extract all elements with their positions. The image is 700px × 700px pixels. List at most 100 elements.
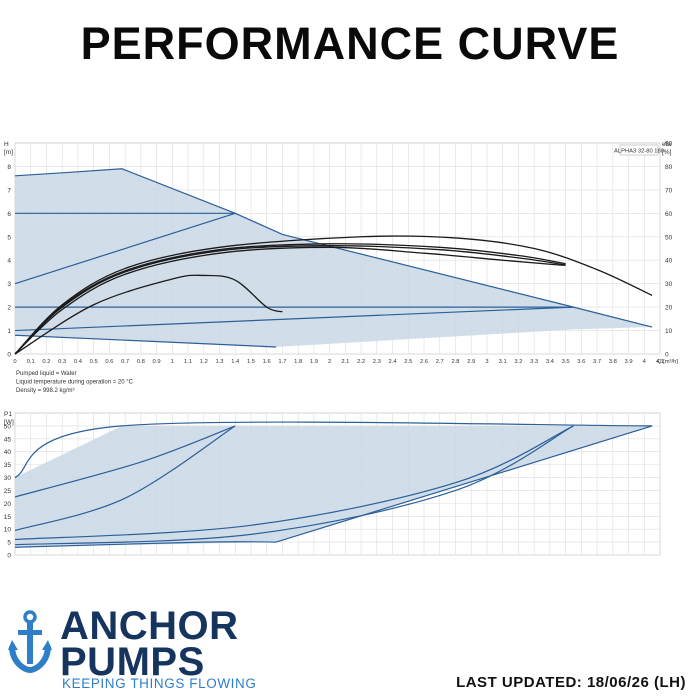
head-x-tick-label: 1.3 xyxy=(215,359,223,365)
head-pump-curve xyxy=(14,306,574,332)
brand-logo: ANCHOR PUMPS KEEPING THINGS FLOWING xyxy=(8,604,256,692)
head-x-tick-label: 0.5 xyxy=(90,359,98,365)
head-x-tick-label: 2.3 xyxy=(373,359,381,365)
head-x-tick-label: 2.7 xyxy=(436,359,444,365)
head-efficiency-curve xyxy=(14,274,283,355)
head-x-tick-label: 2.9 xyxy=(467,359,475,365)
head-x-tick-label: 3 xyxy=(485,359,488,365)
head-y-tick-label: 4 xyxy=(7,258,11,265)
head-x-tick-label: 4.1 xyxy=(656,359,664,365)
head-x-tick-label: 2.1 xyxy=(341,359,349,365)
power-pump-curve xyxy=(14,425,574,541)
head-x-tick-label: 1.2 xyxy=(200,359,208,365)
head-x-tick-label: 2.6 xyxy=(420,359,428,365)
power-y-tick-label: 15 xyxy=(4,514,12,521)
head-x-tick-label: 0.7 xyxy=(121,359,129,365)
head-x-tick-label: 3.2 xyxy=(514,359,522,365)
eta-y-tick-label: 80 xyxy=(665,164,673,171)
head-x-tick-label: 3.7 xyxy=(593,359,601,365)
power-y-tick-label: 20 xyxy=(4,501,12,508)
head-x-tick-label: 1.7 xyxy=(278,359,286,365)
power-pump-curve xyxy=(14,421,653,479)
head-x-tick-label: 1.1 xyxy=(184,359,192,365)
head-y-tick-label: 1 xyxy=(7,328,11,335)
eta-y-tick-label: 10 xyxy=(665,328,673,335)
head-x-tick-label: 0.6 xyxy=(105,359,113,365)
head-x-tick-label: 1.5 xyxy=(247,359,255,365)
head-x-tick-label: 2 xyxy=(328,359,331,365)
liquid-note: Density = 998.2 kg/m³ xyxy=(16,388,75,394)
head-x-tick-label: 0.2 xyxy=(42,359,50,365)
eta-y-tick-label: 90 xyxy=(665,141,673,148)
eta-y-tick-label: 0 xyxy=(665,352,669,359)
head-y-tick-label: 0 xyxy=(7,352,11,359)
power-pump-curve xyxy=(14,425,236,532)
head-pump-curve xyxy=(14,212,236,285)
power-y-axis-unit: [W] xyxy=(4,419,14,426)
head-x-tick-label: 4 xyxy=(643,359,647,365)
eta-y-tick-label: 50 xyxy=(665,234,673,241)
head-x-tick-label: 3.4 xyxy=(546,359,555,365)
head-efficiency-curve xyxy=(14,246,566,355)
power-pump-curve xyxy=(14,425,574,546)
head-pump-curve xyxy=(14,334,277,348)
head-x-tick-label: 2.8 xyxy=(451,359,459,365)
head-x-tick-label: 1.6 xyxy=(263,359,271,365)
brand-name-line1: ANCHOR xyxy=(60,604,239,648)
head-x-tick-label: 3.9 xyxy=(625,359,633,365)
eta-axis-title: eta xyxy=(662,141,671,148)
head-x-tick-label: 0.1 xyxy=(27,359,35,365)
head-y-axis-unit: [m] xyxy=(4,149,13,156)
power-y-tick-label: 35 xyxy=(4,462,12,469)
eta-y-tick-label: 70 xyxy=(665,187,673,194)
head-pump-curve xyxy=(14,168,653,328)
head-x-tick-label: 3.6 xyxy=(577,359,585,365)
head-x-tick-label: 2.4 xyxy=(389,359,398,365)
brand-name-line2: PUMPS xyxy=(60,640,205,684)
head-y-tick-label: 7 xyxy=(7,187,11,194)
head-x-tick-label: 3.5 xyxy=(562,359,570,365)
head-x-tick-label: 3.1 xyxy=(499,359,507,365)
anchor-icon xyxy=(8,610,52,674)
power-y-tick-label: 25 xyxy=(4,488,12,495)
eta-y-tick-label: 30 xyxy=(665,281,673,288)
eta-y-tick-label: 60 xyxy=(665,211,673,218)
head-efficiency-curve xyxy=(14,243,566,355)
power-y-tick-label: 45 xyxy=(4,436,12,443)
page-title: PERFORMANCE CURVE xyxy=(80,18,620,69)
liquid-note: Liquid temperature during operation = 20… xyxy=(16,380,134,386)
power-pump-curve xyxy=(14,541,277,548)
power-y-tick-label: 50 xyxy=(4,423,12,430)
head-x-tick-label: 0.9 xyxy=(153,359,161,365)
power-pump-curve xyxy=(275,425,653,543)
eta-y-tick-label: 20 xyxy=(665,305,673,312)
power-y-tick-label: 30 xyxy=(4,475,12,482)
head-efficiency-curve xyxy=(14,245,566,355)
power-y-axis-title: P1 xyxy=(4,411,12,418)
head-x-tick-label: 1.8 xyxy=(294,359,302,365)
head-y-tick-label: 5 xyxy=(7,234,11,241)
head-x-tick-label: 2.2 xyxy=(357,359,365,365)
power-y-tick-label: 40 xyxy=(4,449,12,456)
power-y-tick-label: 5 xyxy=(7,540,11,547)
brand-tagline: KEEPING THINGS FLOWING xyxy=(62,676,257,691)
head-x-tick-label: 3.8 xyxy=(609,359,617,365)
head-x-axis-title: Q [m³/h] xyxy=(657,359,678,365)
head-x-tick-label: 0.4 xyxy=(74,359,83,365)
model-label-box xyxy=(619,144,659,156)
head-efficiency-curve xyxy=(14,235,653,355)
head-x-tick-label: 0 xyxy=(13,359,16,365)
power-operating-envelope xyxy=(15,425,653,548)
head-x-tick-label: 0.8 xyxy=(137,359,145,365)
power-y-tick-label: 10 xyxy=(4,527,12,534)
power-pump-curve xyxy=(14,425,236,498)
power-y-tick-label: 0 xyxy=(7,553,11,560)
head-y-axis-title: H xyxy=(4,141,9,148)
eta-y-tick-label: 40 xyxy=(665,258,673,265)
liquid-note: Pumped liquid = Water xyxy=(16,371,77,377)
head-x-tick-label: 1 xyxy=(171,359,174,365)
head-x-tick-label: 2.5 xyxy=(404,359,412,365)
head-x-tick-label: 0.3 xyxy=(58,359,66,365)
head-y-tick-label: 2 xyxy=(7,305,11,312)
